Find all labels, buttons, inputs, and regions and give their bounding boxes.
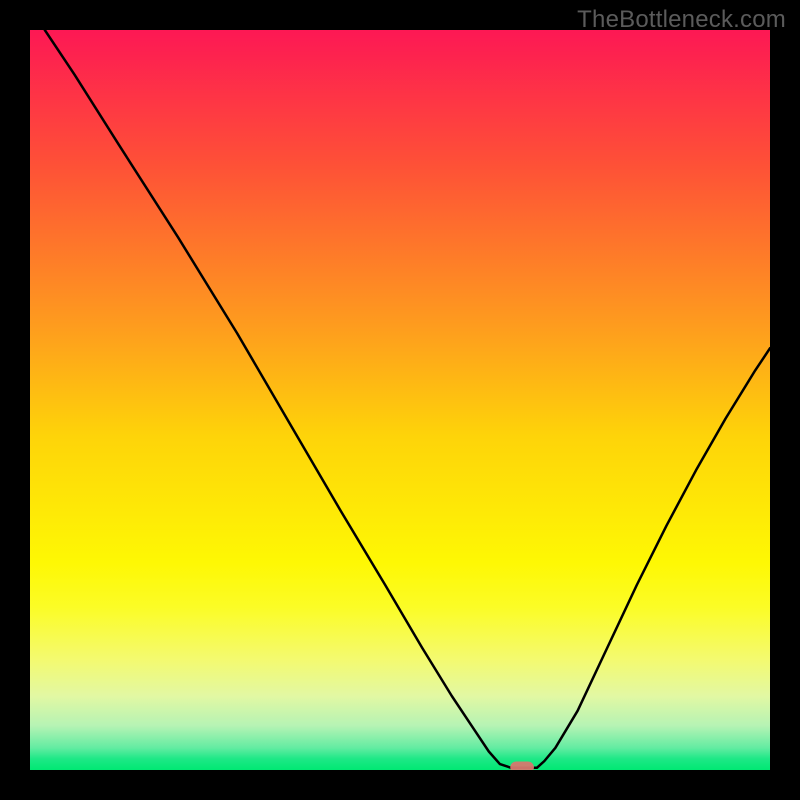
optimal-marker (510, 761, 534, 770)
gradient-background (30, 30, 770, 770)
plot-area (30, 30, 770, 770)
watermark-text: TheBottleneck.com (577, 6, 786, 34)
chart-frame: TheBottleneck.com (0, 0, 800, 800)
plot-svg (30, 30, 770, 770)
